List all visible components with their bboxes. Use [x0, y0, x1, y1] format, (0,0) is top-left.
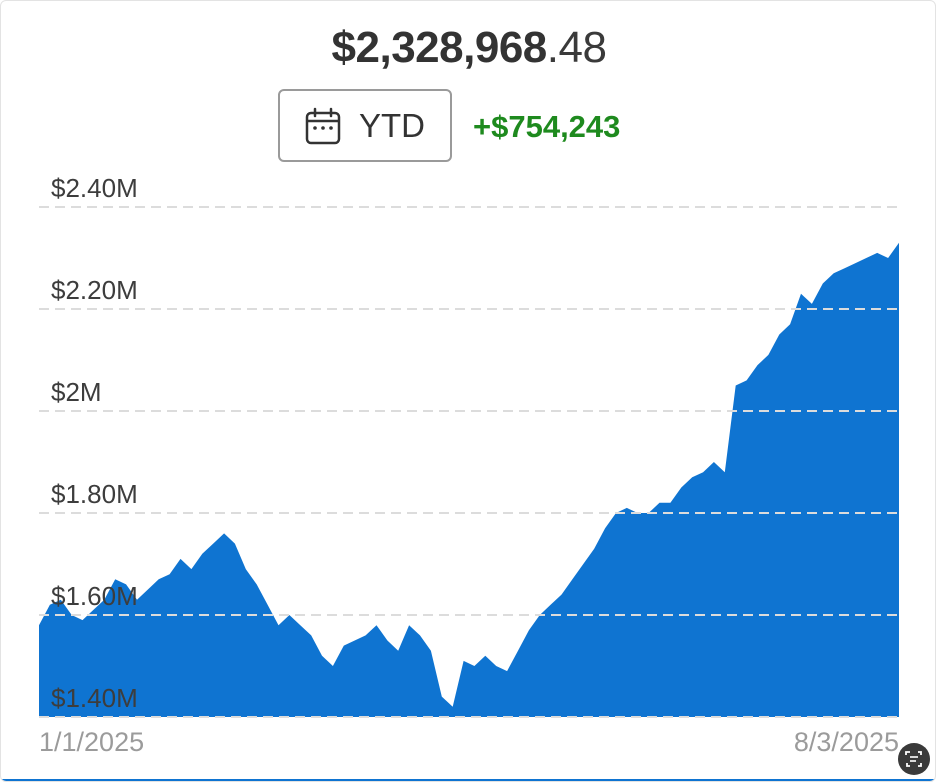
area-layer	[39, 242, 899, 717]
calendar-icon	[305, 107, 341, 144]
portfolio-balance: $2,328,968.48	[1, 23, 935, 73]
balance-cents: .48	[546, 23, 607, 72]
value-chart: $2.40M $2.20M $2M $1.80M $1.60M $1.40M 1/1/20…	[39, 173, 899, 757]
bottom-accent-line	[1, 779, 935, 781]
x-start-label: 1/1/2025	[39, 727, 144, 757]
series-area	[39, 242, 899, 717]
scan-icon	[905, 751, 922, 767]
y-tick-label: $2.20M	[51, 275, 138, 305]
balance-whole: $2,328,968	[331, 23, 548, 72]
change-value: +$754,243	[473, 109, 621, 144]
period-label: YTD	[359, 106, 425, 144]
period-selector-button[interactable]: YTD	[278, 89, 452, 162]
scan-button[interactable]	[898, 743, 930, 775]
y-tick-label: $1.60M	[51, 581, 138, 611]
y-tick-label: $1.80M	[51, 479, 138, 509]
x-end-label: 8/3/2025	[794, 727, 899, 757]
y-tick-label: $1.40M	[51, 683, 138, 713]
y-tick-label: $2.40M	[51, 173, 138, 203]
x-axis-labels: 1/1/2025 8/3/2025	[39, 727, 899, 757]
y-axis-labels: $2.40M $2.20M $2M $1.80M $1.60M $1.40M	[51, 173, 138, 713]
y-tick-label: $2M	[51, 377, 102, 407]
